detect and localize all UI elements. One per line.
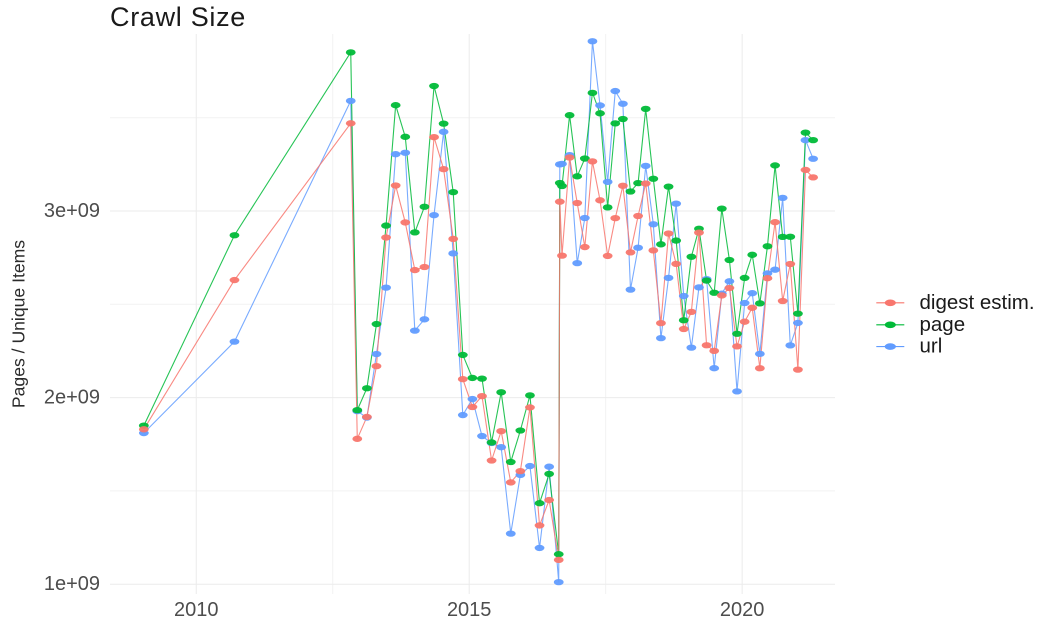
svg-text:2015: 2015	[447, 599, 492, 621]
svg-text:2e+09: 2e+09	[44, 387, 100, 409]
svg-text:page: page	[920, 313, 966, 336]
svg-text:2020: 2020	[720, 599, 765, 621]
svg-text:url: url	[920, 335, 943, 358]
svg-text:2010: 2010	[174, 599, 219, 621]
svg-text:1e+09: 1e+09	[44, 573, 100, 595]
svg-text:digest estim.: digest estim.	[920, 291, 1035, 314]
svg-text:3e+09: 3e+09	[44, 200, 100, 222]
